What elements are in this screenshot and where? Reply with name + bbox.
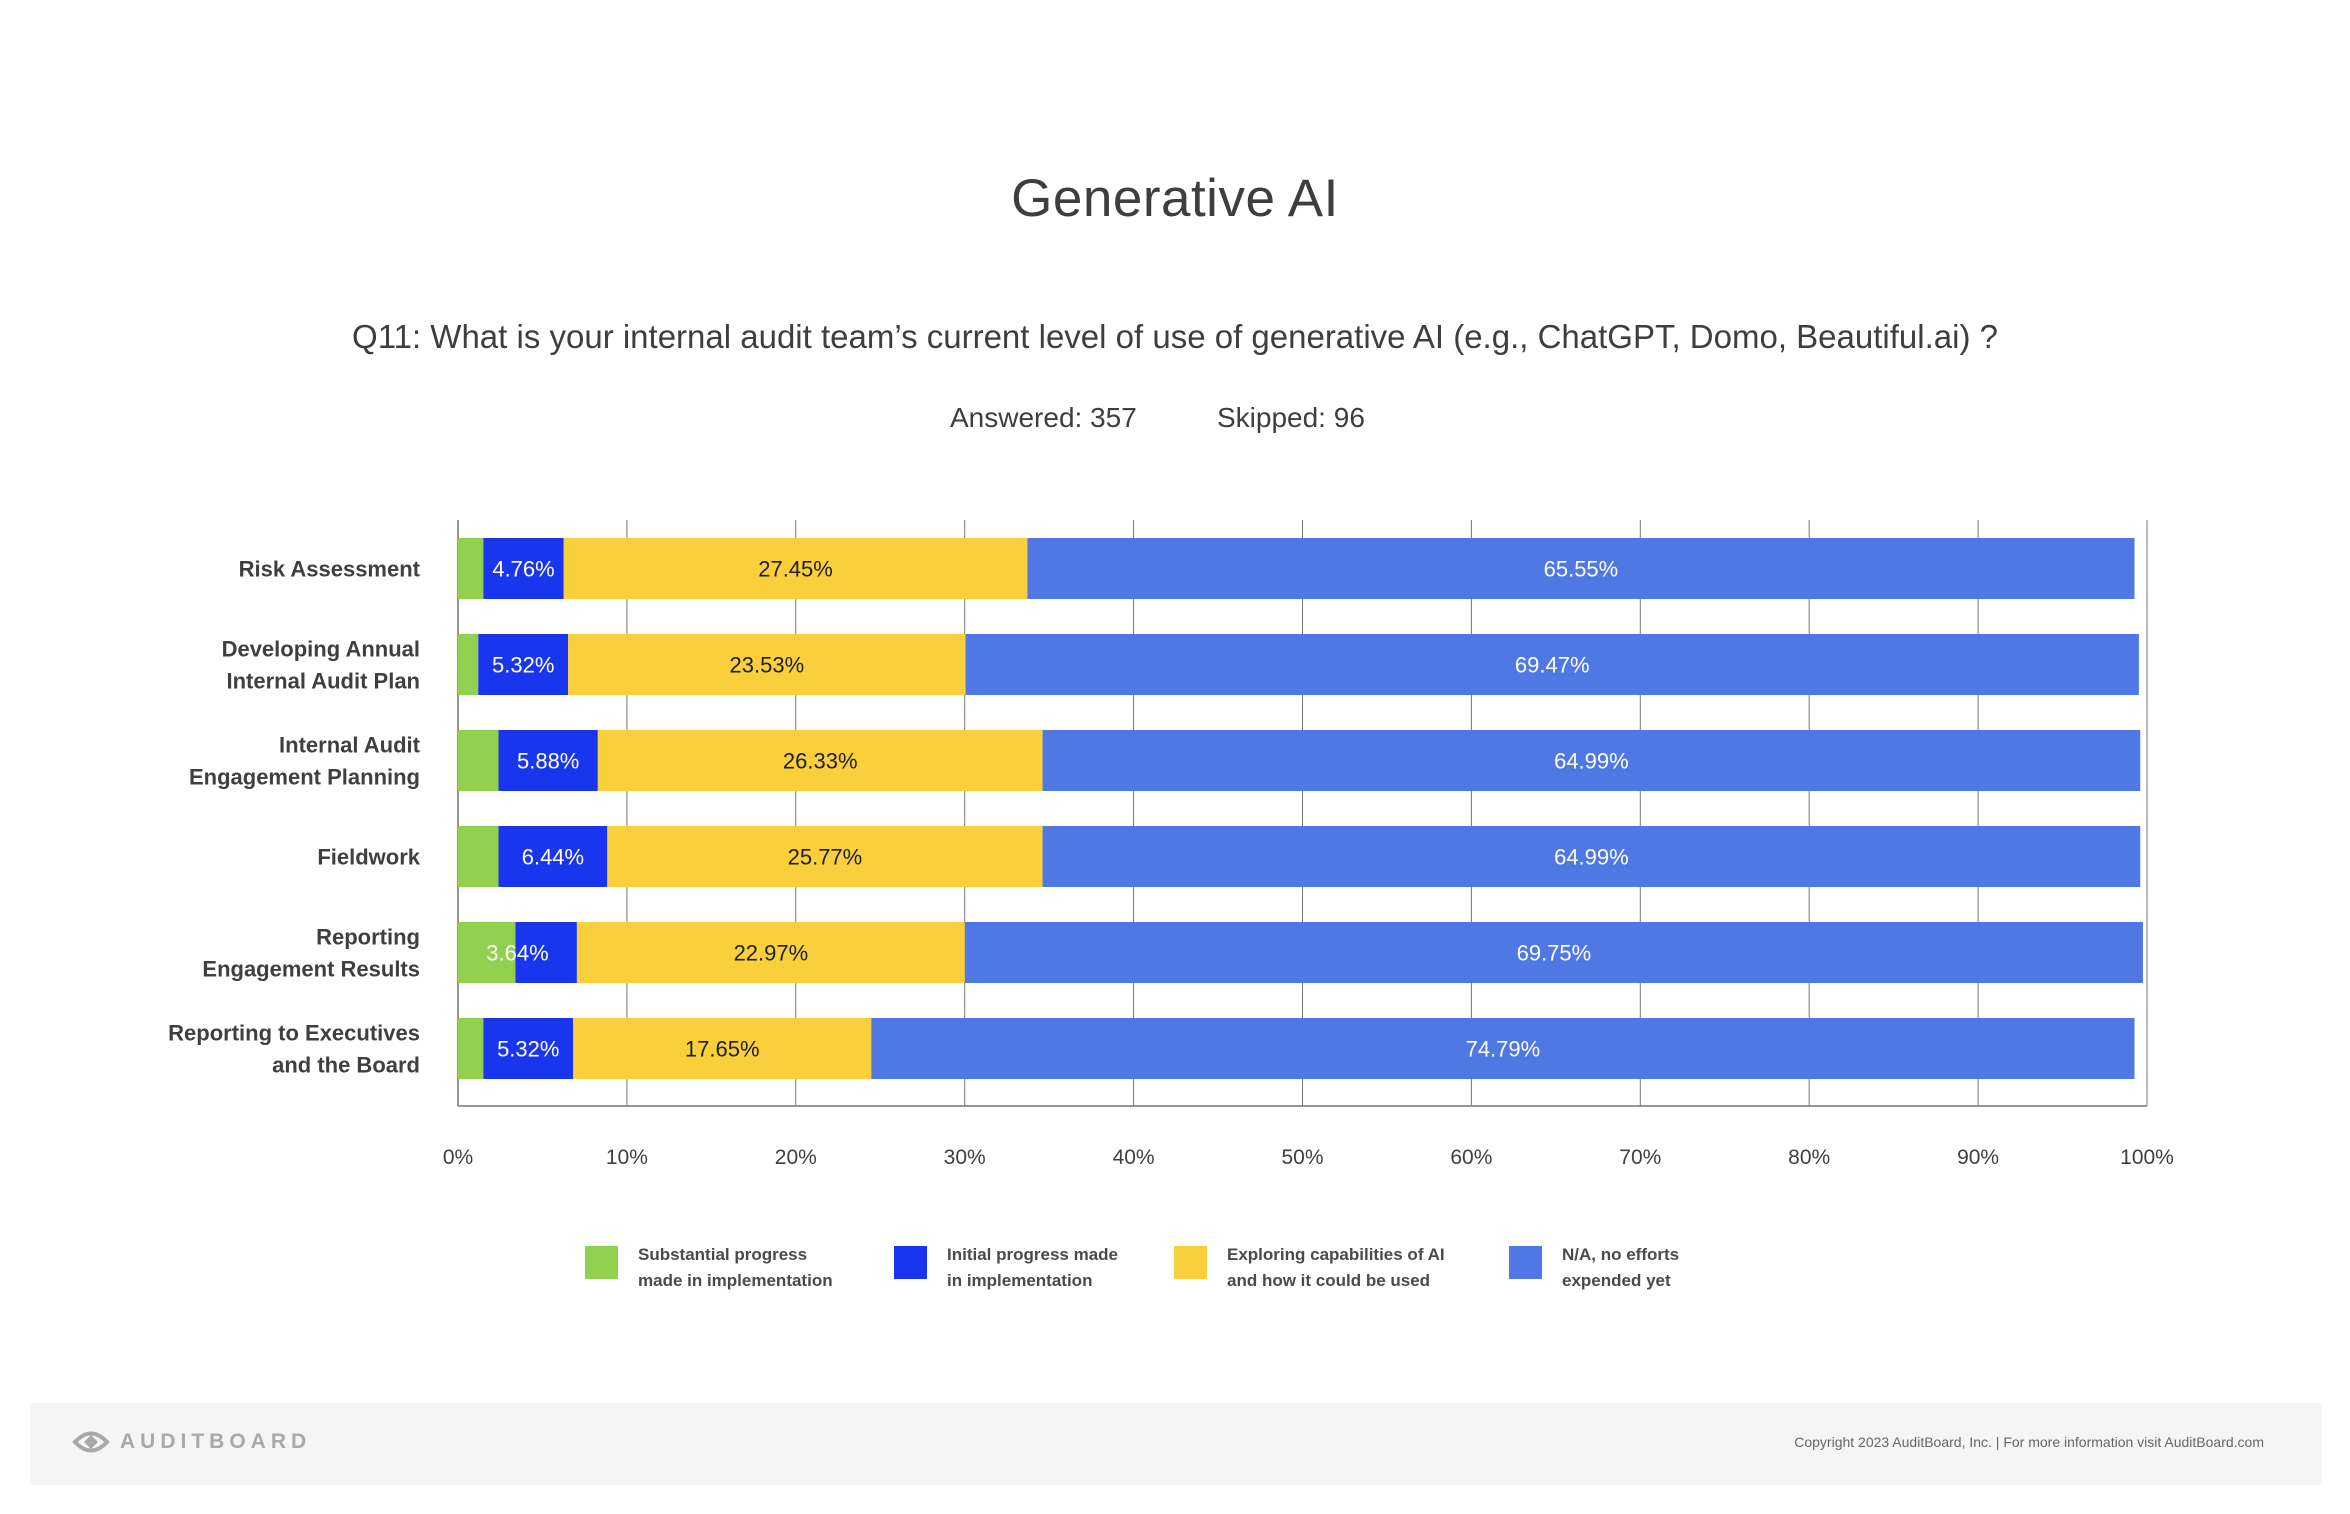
legend-label-exploring: Exploring capabilities of AI and how it c… — [1227, 1245, 1445, 1290]
auditboard-logo-icon — [72, 1431, 110, 1453]
bar-na — [965, 634, 2139, 695]
category-label: Internal Audit — [279, 733, 421, 758]
category-label: and the Board — [272, 1053, 420, 1078]
bar-substantial — [458, 730, 499, 791]
legend-item-substantial: Substantial progress made in implementati… — [585, 1242, 858, 1294]
data-label: 6.44% — [522, 845, 584, 870]
skipped-count: Skipped: 96 — [1217, 402, 1365, 433]
legend-swatch-substantial — [585, 1246, 618, 1279]
legend-item-na: N/A, no efforts expended yet — [1509, 1242, 1782, 1294]
legend-label-na: N/A, no efforts expended yet — [1562, 1245, 1680, 1290]
legend-item-initial: Initial progress made in implementation — [894, 1242, 1167, 1294]
category-label: Engagement Planning — [189, 765, 420, 790]
data-label: 25.77% — [788, 845, 863, 870]
x-tick-label: 100% — [2120, 1146, 2174, 1169]
bar-exploring — [607, 826, 1043, 887]
data-label: 64.99% — [1554, 749, 1629, 774]
bar-initial — [483, 1018, 574, 1079]
bar-na — [964, 922, 2143, 983]
bar-na — [1042, 730, 2141, 791]
data-label: 74.79% — [1466, 1037, 1541, 1062]
data-label: 4.76% — [492, 557, 554, 582]
data-label: 17.65% — [685, 1037, 760, 1062]
legend-swatch-exploring — [1174, 1246, 1207, 1279]
data-label: 69.47% — [1515, 653, 1590, 678]
copyright-text: Copyright 2023 AuditBoard, Inc. | For mo… — [1794, 1434, 2264, 1450]
data-label: 27.45% — [758, 557, 833, 582]
category-label: Reporting to Executives — [168, 1021, 420, 1046]
bar-exploring — [573, 1018, 872, 1079]
x-tick-label: 20% — [775, 1146, 817, 1169]
data-label: 64.99% — [1554, 845, 1629, 870]
x-tick-label: 50% — [1281, 1146, 1323, 1169]
auditboard-logo: AUDITBOARD — [72, 1427, 311, 1457]
bar-initial — [478, 634, 569, 695]
bar-exploring — [568, 634, 966, 695]
data-label: 23.53% — [730, 653, 805, 678]
x-tick-label: 70% — [1619, 1146, 1661, 1169]
legend-item-exploring: Exploring capabilities of AI and how it c… — [1174, 1242, 1447, 1294]
bar-exploring — [576, 922, 965, 983]
x-tick-label: 80% — [1788, 1146, 1830, 1169]
bar-initial — [498, 826, 608, 887]
bar-substantial — [458, 538, 484, 599]
bar-na — [871, 1018, 2135, 1079]
answered-count: Answered: 357 — [950, 402, 1137, 433]
data-label: 5.88% — [517, 749, 579, 774]
x-tick-label: 10% — [606, 1146, 648, 1169]
category-label: Risk Assessment — [239, 557, 421, 582]
bar-substantial — [458, 826, 499, 887]
bar-substantial — [458, 922, 516, 983]
x-tick-label: 40% — [1113, 1146, 1155, 1169]
data-label: 65.55% — [1544, 557, 1619, 582]
bar-initial — [515, 922, 577, 983]
bar-exploring — [563, 538, 1028, 599]
bar-substantial — [458, 1018, 484, 1079]
bar-initial — [483, 538, 564, 599]
category-label: Reporting — [316, 925, 420, 950]
stacked-bar-chart: 0% 10% 20% 30% 40% 50% 60% 70% 80% 90% 100% 4.76% 27… — [168, 520, 2174, 1169]
bar-initial — [498, 730, 598, 791]
bar-na — [1042, 826, 2141, 887]
legend-swatch-na — [1509, 1246, 1542, 1279]
x-tick-label: 30% — [944, 1146, 986, 1169]
category-label: Developing Annual — [222, 637, 420, 662]
legend-label-substantial: Substantial progress made in implementati… — [638, 1245, 833, 1290]
survey-question: Q11: What is your internal audit team’s … — [352, 318, 1998, 355]
category-label: Engagement Results — [202, 957, 420, 982]
data-label: 5.32% — [492, 653, 554, 678]
footer-bar: AUDITBOARD Copyright 2023 AuditBoard, In… — [30, 1403, 2322, 1485]
data-label: 5.32% — [497, 1037, 559, 1062]
logo-wordmark: AUDITBOARD — [120, 1430, 312, 1453]
bar-na — [1027, 538, 2135, 599]
x-tick-label: 0% — [443, 1146, 473, 1169]
category-label: Internal Audit Plan — [226, 669, 420, 694]
data-label: 3.64% — [486, 941, 548, 966]
page-title: Generative AI — [1011, 169, 1339, 228]
x-tick-label: 60% — [1450, 1146, 1492, 1169]
data-label: 26.33% — [783, 749, 858, 774]
data-label: 69.75% — [1517, 941, 1592, 966]
bar-exploring — [597, 730, 1043, 791]
legend-label-initial: Initial progress made in implementation — [947, 1245, 1118, 1290]
legend-swatch-initial — [894, 1246, 927, 1279]
category-label: Fieldwork — [317, 845, 420, 870]
x-tick-label: 90% — [1957, 1146, 1999, 1169]
data-label: 22.97% — [734, 941, 809, 966]
bar-substantial — [458, 634, 479, 695]
